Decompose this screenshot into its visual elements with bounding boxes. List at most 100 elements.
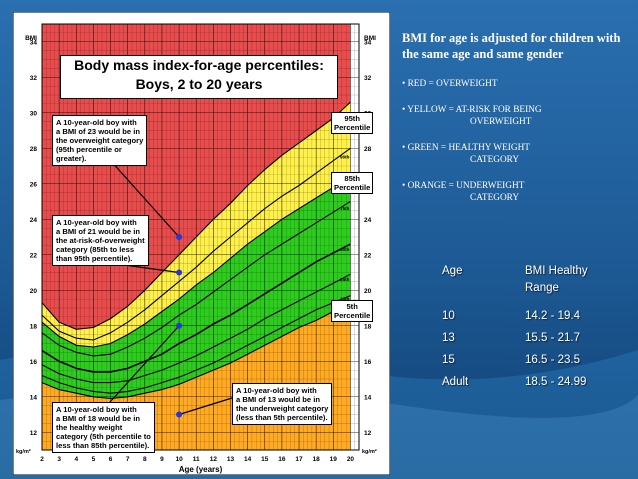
- cell-bmi-range: 15.5 - 21.7: [525, 332, 580, 344]
- x-tick-label: 7: [126, 456, 130, 463]
- cell-age: 15: [442, 354, 455, 366]
- curve-10th: [41, 295, 351, 394]
- callout-pointer: [109, 325, 180, 403]
- legend-item-continuation: OVERWEIGHT: [470, 117, 532, 127]
- x-tick-label: 8: [143, 456, 147, 463]
- chart-subtitle: Boys, 2 to 20 years: [135, 76, 263, 92]
- legend-item: • YELLOW = AT-RISK FOR BEING OVERWEIGHT: [402, 104, 632, 128]
- table-header-row: Age BMI Healthy Range: [442, 263, 588, 305]
- data-point-marker: [176, 234, 183, 240]
- x-tick-label: 6: [109, 456, 113, 463]
- y-axis-label-left: BMI: [25, 35, 37, 42]
- cell-bmi-range: 16.5 - 23.5: [525, 354, 580, 366]
- unit-label-left: kg/m²: [16, 448, 31, 455]
- cell-age: 10: [442, 310, 455, 322]
- callout-box: A 10-year-old boy with a BMI of 13 would…: [232, 383, 333, 425]
- curve-85th: [41, 174, 351, 348]
- legend-item: • RED = OVERWEIGHT: [402, 78, 632, 90]
- cell-age: Adult: [442, 376, 469, 388]
- y-tick-label-right: 22: [364, 252, 372, 259]
- header-age: Age: [442, 265, 463, 277]
- y-tick-label-left: 20: [30, 288, 38, 295]
- y-tick-label-left: 32: [30, 75, 38, 82]
- curve-5th: [41, 303, 351, 400]
- legend-item: • GREEN = HEALTHY WEIGHT CATEGORY: [402, 142, 632, 166]
- table-row: 13 15.5 - 21.7: [442, 327, 588, 349]
- y-tick-label-left: 26: [30, 181, 38, 188]
- legend-item-label: • RED = OVERWEIGHT: [402, 79, 498, 89]
- unit-label-right: kg/m²: [362, 448, 377, 455]
- y-tick-label-left: 24: [30, 217, 38, 224]
- callout-pointer: [178, 397, 233, 416]
- y-tick-label-right: 24: [364, 217, 372, 224]
- y-tick-label-right: 20: [364, 288, 372, 295]
- y-tick-label-left: 30: [30, 110, 38, 117]
- curve-label-10th: 10th: [340, 297, 350, 302]
- table-row: 10 14.2 - 19.4: [442, 305, 588, 327]
- x-tick-label: 2: [40, 456, 44, 463]
- y-tick-label-left: 34: [30, 39, 38, 46]
- legend-item-continuation: CATEGORY: [470, 193, 520, 203]
- x-tick-label: 18: [313, 456, 321, 463]
- curve-75th: [41, 201, 351, 357]
- x-tick-label: 20: [347, 456, 355, 463]
- curve-label-90th: 90th: [340, 155, 350, 160]
- x-tick-label: 12: [210, 456, 218, 463]
- x-tick-label: 5: [92, 456, 96, 463]
- table-row: 15 16.5 - 23.5: [442, 349, 588, 371]
- x-tick-label: 11: [193, 456, 200, 463]
- y-tick-label-left: 12: [30, 430, 38, 437]
- plot-border: [41, 23, 360, 451]
- info-panel: BMI for age is adjusted for children wit…: [402, 30, 632, 218]
- curve-90th: [41, 147, 351, 341]
- header-bmi-range: BMI Healthy Range: [525, 265, 588, 294]
- x-tick-label: 4: [74, 456, 78, 463]
- legend-item: • ORANGE = UNDERWEIGHT CATEGORY: [402, 180, 632, 204]
- legend-item-label: • ORANGE = UNDERWEIGHT: [402, 181, 525, 191]
- callout-box: A 10-year-old boy with a BMI of 21 would…: [52, 215, 149, 266]
- data-point-marker: [176, 269, 183, 276]
- x-axis-label: Age (years): [179, 465, 223, 474]
- cell-bmi-range: 18.5 - 24.99: [525, 376, 587, 388]
- y-tick-label-left: 18: [30, 323, 38, 330]
- legend-item-continuation: CATEGORY: [470, 155, 520, 165]
- y-tick-label-left: 28: [30, 146, 38, 153]
- x-tick-label: 15: [261, 456, 269, 463]
- percentile-label-5th: 5th Percentile: [331, 300, 374, 322]
- legend-item-label: • YELLOW = AT-RISK FOR BEING: [402, 105, 542, 115]
- y-tick-label-right: 34: [364, 39, 372, 46]
- category-legend: • RED = OVERWEIGHT • YELLOW = AT-RISK FOR…: [402, 78, 632, 204]
- y-tick-label-right: 28: [364, 146, 372, 153]
- intro-text: BMI for age is adjusted for children wit…: [402, 31, 621, 61]
- x-tick-label: 10: [175, 456, 183, 463]
- curve-25th: [41, 273, 351, 384]
- x-tick-label: 14: [244, 456, 252, 463]
- y-axis-label-right: BMI: [364, 35, 376, 42]
- bmi-range-table: Age BMI Healthy Range 10 14.2 - 19.4 13 15.…: [442, 263, 588, 393]
- callout-box: A 10-year-old boy with a BMI of 18 would…: [52, 402, 155, 453]
- curve-label-75th: 75th: [340, 206, 350, 211]
- y-tick-label-right: 14: [364, 394, 372, 401]
- x-tick-label: 17: [295, 456, 303, 463]
- x-tick-label: 16: [278, 456, 286, 463]
- percentile-label-95th: 95th Percentile: [331, 112, 374, 134]
- curve-50th: [41, 243, 351, 373]
- chart-title: Body mass index-for-age percentiles:: [74, 57, 324, 73]
- legend-item-label: • GREEN = HEALTHY WEIGHT: [402, 143, 530, 153]
- curve-label-25th: 25th: [340, 277, 350, 282]
- x-tick-label: 19: [330, 456, 338, 463]
- table-row: Adult 18.5 - 24.99: [442, 371, 588, 393]
- y-tick-label-right: 12: [364, 430, 372, 437]
- cell-age: 13: [442, 332, 455, 344]
- data-point-marker: [176, 322, 183, 329]
- chart-title-box: Body mass index-for-age percentiles: Boy…: [60, 55, 338, 99]
- data-point-marker: [176, 411, 183, 418]
- cell-bmi-range: 14.2 - 19.4: [525, 310, 580, 322]
- curve-95th: [41, 101, 351, 330]
- percentile-label-85th: 85th Percentile: [331, 172, 374, 194]
- y-tick-label-left: 22: [30, 252, 38, 259]
- y-tick-label-left: 16: [30, 359, 38, 366]
- callout-box: A 10-year-old boy with a BMI of 23 would…: [52, 115, 148, 166]
- y-tick-label-left: 14: [30, 394, 38, 401]
- x-tick-label: 3: [57, 456, 61, 463]
